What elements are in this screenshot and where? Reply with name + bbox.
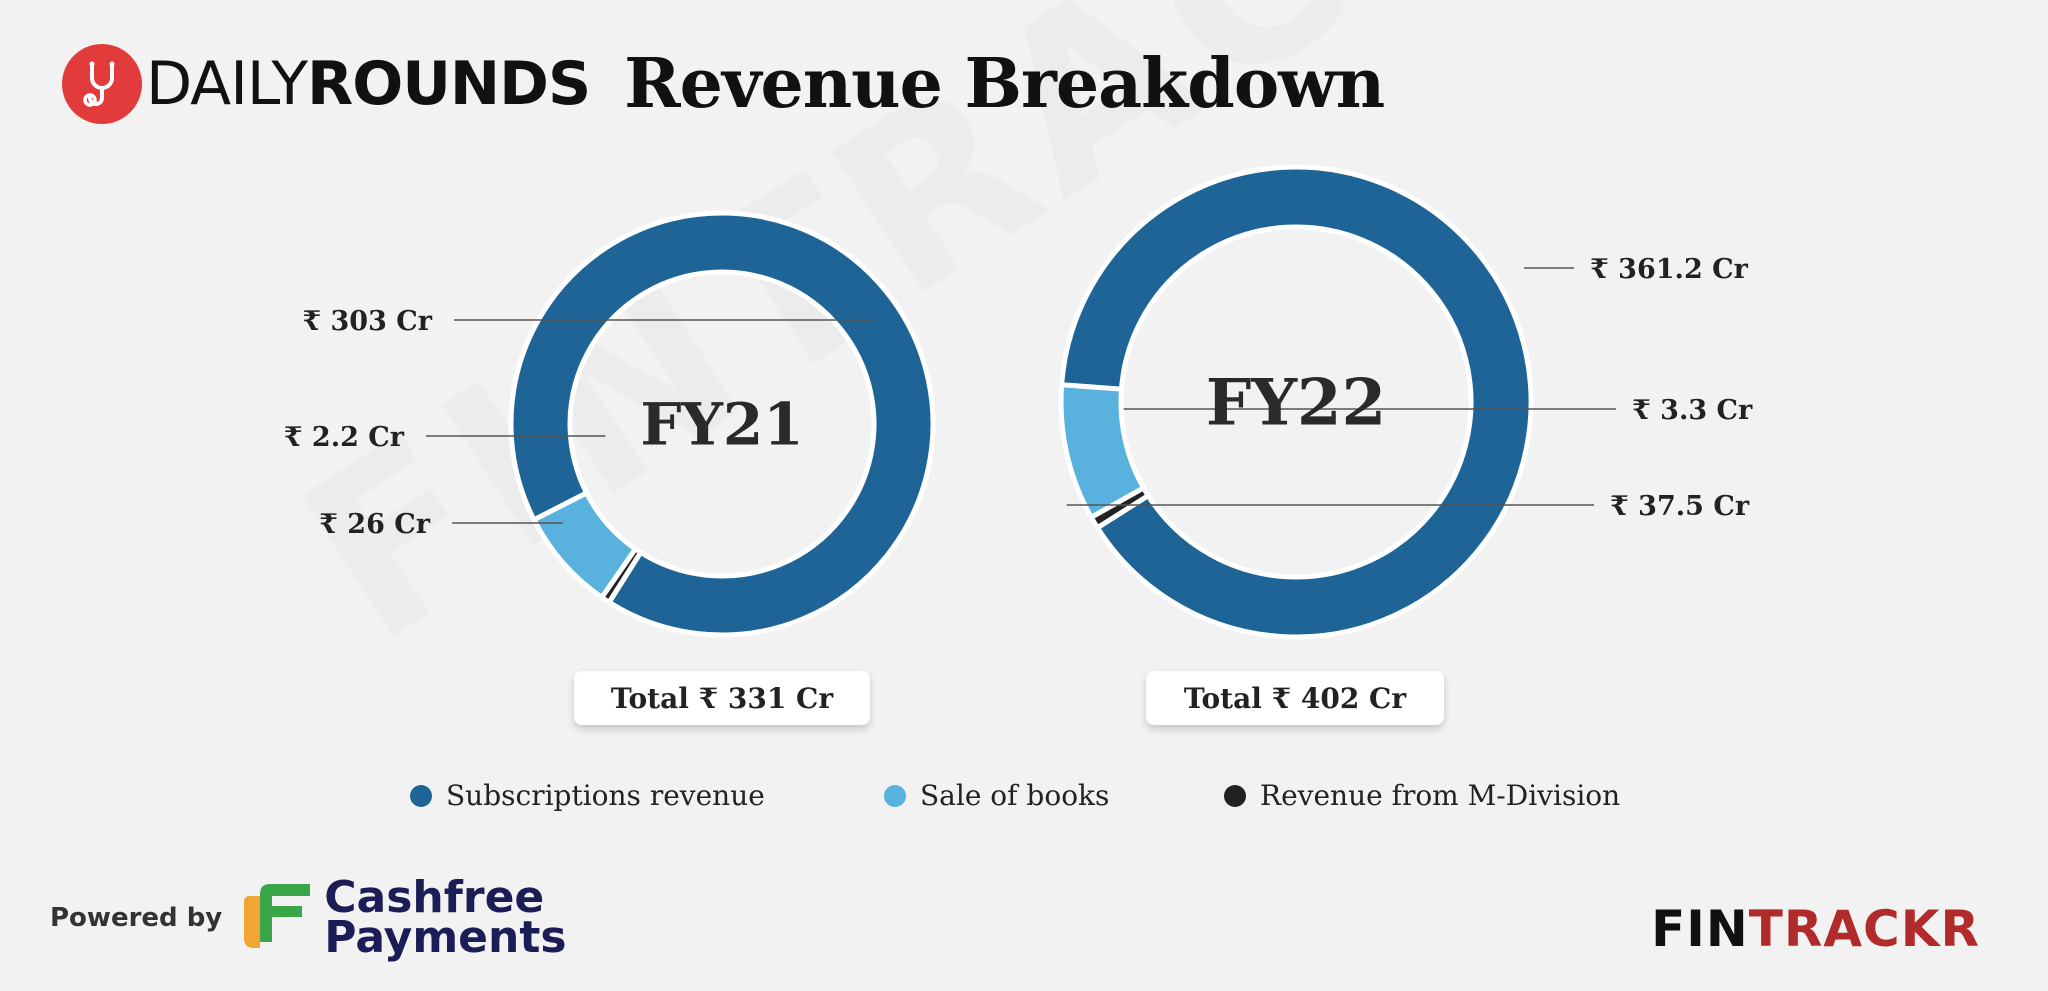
fy21-value-label: ₹ 2.2 Cr bbox=[284, 422, 405, 453]
legend-label: Sale of books bbox=[920, 779, 1110, 812]
legend-swatch bbox=[410, 784, 432, 807]
powered-by: Powered by Cashfree Payments bbox=[50, 872, 567, 963]
legend-item-books: Sale of books bbox=[884, 779, 1109, 812]
fy21-slice-3 bbox=[531, 490, 638, 600]
fy21-slice-1 bbox=[508, 210, 936, 638]
fy22-value-label: ₹ 3.3 Cr bbox=[1632, 395, 1753, 426]
header: DAILYROUNDS Revenue Breakdown bbox=[62, 38, 1385, 130]
cashfree-icon bbox=[240, 880, 316, 956]
fintrackr-logo: FINTRACKR bbox=[1651, 900, 1980, 958]
powered-by-label: Powered by bbox=[50, 903, 223, 933]
legend-swatch bbox=[884, 784, 906, 807]
donut-charts: ₹ 303 Cr ₹ 2.2 Cr ₹ 26 Cr FY21 ₹ 361.2 Cr ₹ 3… bbox=[284, 164, 1753, 640]
fy22-value-label: ₹ 361.2 Cr bbox=[1590, 254, 1749, 285]
page-title: Revenue Breakdown bbox=[624, 44, 1385, 124]
fy22-slice-1 bbox=[1059, 164, 1534, 640]
fy21-total-badge: Total ₹ 331 Cr bbox=[574, 671, 870, 725]
stethoscope-icon bbox=[62, 44, 142, 124]
fy21-center-label: FY21 bbox=[640, 390, 803, 458]
fy22-slice-3 bbox=[1058, 382, 1147, 520]
legend-item-subscriptions: Subscriptions revenue bbox=[410, 779, 765, 812]
fy22-total-badge: Total ₹ 402 Cr bbox=[1146, 671, 1444, 725]
dailyrounds-logo: DAILYROUNDS bbox=[146, 49, 591, 119]
fy21-value-label: ₹ 26 Cr bbox=[319, 509, 431, 540]
legend: Subscriptions revenue Sale of books Reve… bbox=[0, 779, 2048, 815]
fy21-value-label: ₹ 303 Cr bbox=[302, 306, 432, 337]
legend-swatch bbox=[1224, 784, 1246, 807]
legend-item-mdivision: Revenue from M-Division bbox=[1224, 779, 1620, 812]
legend-label: Subscriptions revenue bbox=[446, 779, 765, 812]
legend-label: Revenue from M-Division bbox=[1260, 779, 1621, 812]
fy22-value-label: ₹ 37.5 Cr bbox=[1610, 491, 1750, 522]
fy22-center-label: FY22 bbox=[1206, 365, 1386, 440]
cashfree-wordmark: Cashfree Payments bbox=[324, 872, 567, 963]
